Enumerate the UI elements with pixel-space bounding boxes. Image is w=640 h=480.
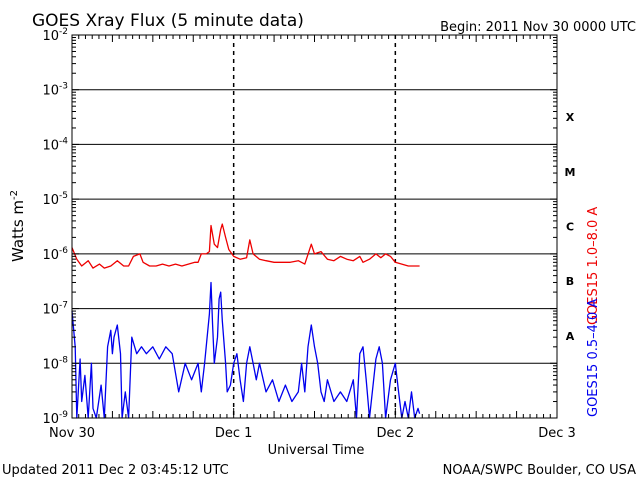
grid-lines [72, 35, 557, 418]
series-short-wave-line [71, 281, 421, 419]
flare-class-x: X [566, 111, 575, 124]
legend-short-wave: GOES15 0.5–4.0 A [586, 299, 601, 417]
legend-short-wave-text: GOES15 0.5–4.0 A [586, 299, 601, 417]
flare-class-m: M [565, 166, 576, 179]
flare-class-labels: X M C B A [565, 111, 576, 343]
y-tick-label: 10-8 [42, 355, 68, 372]
y-tick-label: 10-5 [42, 191, 68, 208]
x-tick-label: Dec 1 [215, 426, 253, 441]
x-axis: Nov 30 Dec 1 Dec 2 Dec 3 [49, 35, 576, 441]
plot-frame [71, 34, 558, 419]
y-tick-label: 10-3 [42, 82, 68, 99]
y-axis-label-main: Watts m [9, 200, 27, 262]
x-tick-label: Nov 30 [49, 426, 95, 441]
begin-label: Begin: 2011 Nov 30 0000 UTC [440, 20, 636, 35]
series-long-wave-line [71, 223, 420, 269]
y-tick-label: 10-9 [42, 410, 68, 427]
source-credit: NOAA/SWPC Boulder, CO USA [443, 463, 636, 478]
updated-timestamp: Updated 2011 Dec 2 03:45:12 UTC [2, 463, 229, 478]
flare-class-b: B [566, 275, 574, 288]
y-tick-label: 10-6 [42, 246, 68, 263]
y-tick-label: 10-4 [42, 136, 68, 153]
flare-class-c: C [566, 221, 574, 234]
legend-long-wave-text: GOES15 1.0–8.0 A [586, 207, 601, 325]
y-tick-label: 10-7 [42, 301, 68, 318]
x-axis-label: Universal Time [268, 443, 365, 458]
x-tick-label: Dec 3 [538, 426, 576, 441]
y-axis-label-exp: -2 [9, 190, 20, 200]
flare-class-a: A [566, 330, 575, 343]
y-axis-label: Watts m-2 [9, 190, 27, 262]
y-axis: 10-2 10-3 10-4 10-5 10-6 10-7 10-8 10-9 [42, 27, 557, 427]
chart-title: GOES Xray Flux (5 minute data) [32, 11, 304, 31]
legend-long-wave: GOES15 1.0–8.0 A [586, 207, 601, 325]
series-layer [71, 223, 421, 419]
y-tick-label: 10-2 [42, 27, 68, 44]
y-axis-label-group: Watts m-2 [9, 190, 27, 262]
x-tick-label: Dec 2 [377, 426, 415, 441]
